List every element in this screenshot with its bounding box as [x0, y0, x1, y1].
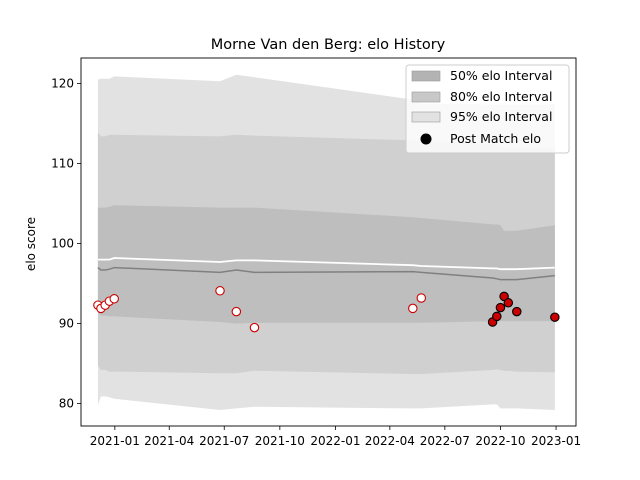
y-tick-label-110: 110: [51, 157, 74, 171]
x-tick-label-3: 2021-10: [255, 434, 305, 448]
band-50-interval: [97, 205, 555, 324]
y-tick-label-80: 80: [59, 397, 74, 411]
x-tick-label-6: 2022-07: [420, 434, 470, 448]
x-tick-label-0: 2021-01: [90, 434, 140, 448]
post-match-point-11: [492, 311, 502, 322]
x-tick-label-2: 2021-07: [199, 434, 249, 448]
post-match-point-4: [109, 294, 119, 304]
legend-label-post-match: Post Match elo: [450, 131, 541, 146]
post-match-point-16: [550, 312, 560, 322]
y-tick-label-90: 90: [59, 317, 74, 331]
x-tick-label-8: 2023-01: [531, 434, 581, 448]
post-match-point-8: [408, 303, 418, 314]
post-match-points: [93, 286, 560, 333]
legend-label-50: 50% elo Interval: [450, 68, 552, 83]
y-tick-label-100: 100: [51, 237, 74, 251]
x-tick-label-7: 2022-10: [475, 434, 525, 448]
post-match-point-6: [231, 306, 242, 317]
legend: 50% elo Interval 80% elo Interval 95% el…: [405, 64, 570, 154]
x-tick-label-4: 2022-01: [310, 434, 360, 448]
y-axis: 80 90 100 110 120: [51, 77, 81, 411]
post-match-point-15: [512, 306, 522, 317]
axes-frame: [80, 57, 577, 427]
plot-area: [93, 74, 560, 411]
legend-swatch-80: [411, 91, 441, 103]
post-match-point-14: [503, 298, 514, 308]
median-elo-line: [97, 266, 555, 281]
legend-label-80: 80% elo Interval: [450, 89, 552, 104]
post-match-point-7: [249, 322, 260, 333]
y-tick-label-120: 120: [51, 77, 74, 91]
x-tick-label-1: 2021-04: [144, 434, 194, 448]
y-axis-label: elo score: [24, 217, 38, 271]
legend-swatch-50: [411, 70, 441, 82]
x-axis: 2021-01 2021-04 2021-07 2021-10 2022-01 2022-…: [90, 426, 581, 448]
mean-elo-line: [97, 257, 555, 271]
legend-label-95: 95% elo Interval: [450, 109, 552, 124]
chart-title: Morne Van den Berg: elo History: [211, 37, 446, 53]
legend-swatch-95: [411, 111, 441, 123]
x-tick-label-5: 2022-04: [365, 434, 415, 448]
post-match-point-13: [499, 291, 509, 302]
legend-marker-post-match: [420, 133, 432, 145]
post-match-point-9: [416, 293, 427, 303]
legend-box: [405, 64, 570, 154]
post-match-point-12: [495, 302, 506, 313]
post-match-point-5: [215, 286, 225, 296]
